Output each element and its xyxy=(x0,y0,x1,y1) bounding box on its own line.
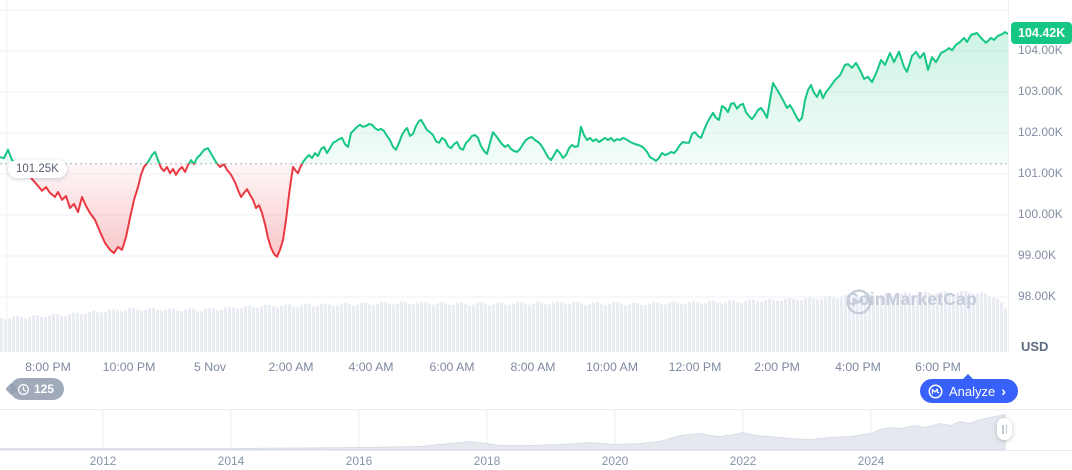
timeline-years: 2012 2014 2016 2018 2020 2022 2024 xyxy=(0,450,1072,470)
y-axis: 104.42K USD 104.00K 103.00K 102.00K 101.00K… xyxy=(1008,0,1072,354)
y-axis-tick-label: 103.00K xyxy=(1018,84,1063,98)
timeline-year-label: 2020 xyxy=(601,454,629,468)
x-axis-tick-label: 4:00 PM xyxy=(835,360,881,374)
y-axis-tick-label: 101.00K xyxy=(1018,166,1063,180)
coinmarketcap-watermark: CoinMarketCap xyxy=(846,289,977,315)
analyze-logo-icon xyxy=(928,384,943,398)
history-count: 125 xyxy=(34,382,55,396)
x-axis-tick-label: 6:00 AM xyxy=(429,360,475,374)
x-axis-tick-label: 8:00 AM xyxy=(510,360,556,374)
timeline-year-label: 2012 xyxy=(89,454,117,468)
timeline-year-label: 2024 xyxy=(857,454,885,468)
currency-label: USD xyxy=(1021,339,1049,354)
history-clock-icon xyxy=(17,383,30,395)
timeline-year-label: 2018 xyxy=(473,454,501,468)
price-chart-svg[interactable] xyxy=(0,0,1008,352)
timeline-handle[interactable] xyxy=(997,418,1012,440)
coinmarketcap-logo-icon xyxy=(846,289,872,315)
timeline-year-label: 2022 xyxy=(729,454,757,468)
x-axis-tick-label: 10:00 AM xyxy=(586,360,638,374)
x-axis-tick-label: 12:00 PM xyxy=(668,360,722,374)
timeline-year-label: 2014 xyxy=(217,454,245,468)
x-axis-tick-label: 10:00 PM xyxy=(102,360,156,374)
x-axis-tick-label: 6:00 PM xyxy=(915,360,961,374)
timeline-mini-chart-svg[interactable] xyxy=(0,410,1072,450)
x-axis-tick-label: 5 Nov xyxy=(193,360,227,374)
current-price-badge: 104.42K xyxy=(1011,22,1072,44)
x-axis-tick-label: 8:00 PM xyxy=(25,360,71,374)
open-price-label: 101.25K xyxy=(8,160,67,178)
x-axis: 8:00 PM 10:00 PM 5 Nov 2:00 AM 4:00 AM 6:00 A… xyxy=(0,352,1008,378)
x-axis-tick-label: 4:00 AM xyxy=(348,360,394,374)
x-axis-tick-label: 2:00 AM xyxy=(268,360,314,374)
y-axis-tick-label: 98.00K xyxy=(1018,289,1057,303)
timeline-scrubber[interactable] xyxy=(0,409,1072,451)
analyze-button[interactable]: Analyze › xyxy=(920,374,1018,403)
y-axis-tick-label: 102.00K xyxy=(1018,125,1063,139)
y-axis-tick-label: 100.00K xyxy=(1018,207,1063,221)
chevron-right-icon: › xyxy=(1001,383,1006,399)
timeline-year-label: 2016 xyxy=(345,454,373,468)
watermark-text: CoinMarketCap xyxy=(846,289,977,309)
y-axis-tick-label: 99.00K xyxy=(1018,248,1057,262)
history-count-pill[interactable]: 125 xyxy=(10,378,65,400)
plot-area[interactable]: 101.25K CoinMarketCap xyxy=(0,0,1008,352)
x-axis-tick-label: 2:00 PM xyxy=(754,360,800,374)
analyze-label: Analyze xyxy=(949,383,996,399)
y-axis-tick-label: 104.00K xyxy=(1018,43,1063,57)
